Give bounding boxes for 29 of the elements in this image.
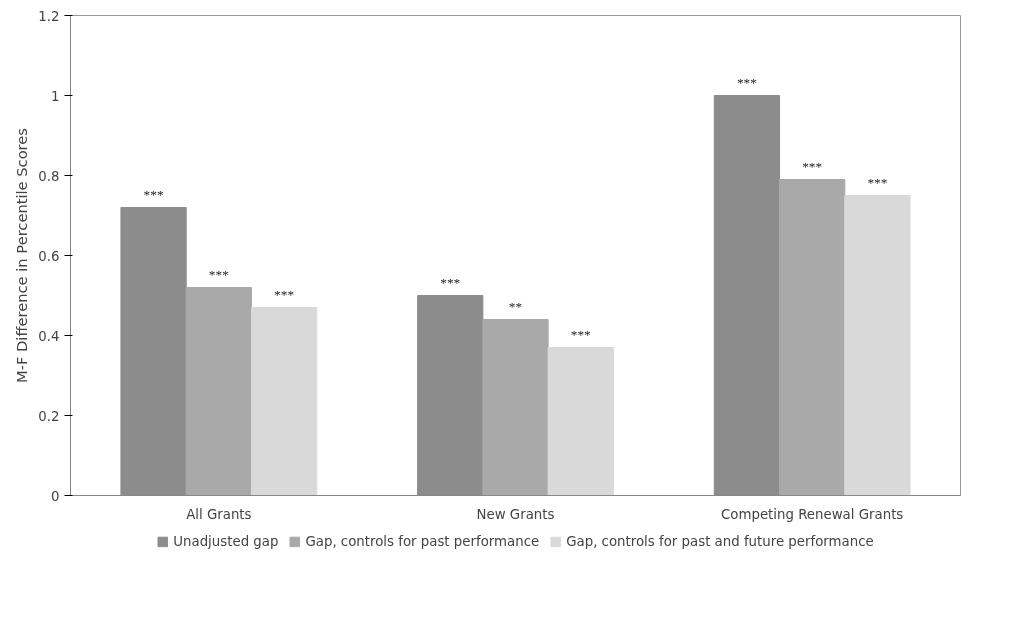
data-label: *** — [208, 266, 230, 282]
data-label: *** — [440, 274, 461, 290]
legend-label: Gap, controls for past performance — [305, 533, 540, 549]
data-label: *** — [143, 186, 164, 202]
y-tick-label: 0.6 — [38, 248, 60, 264]
bar — [779, 179, 846, 496]
x-tick-label: All Grants — [186, 506, 252, 522]
x-tick-label: New Grants — [476, 506, 555, 522]
x-tick-label: Competing Renewal Grants — [721, 506, 904, 522]
data-label: *** — [867, 174, 888, 190]
bar — [250, 307, 318, 496]
y-tick-label: 0.8 — [38, 168, 60, 184]
y-tick-label: 0 — [51, 488, 60, 504]
legend-label: Gap, controls for past and future performance — [566, 533, 874, 549]
data-label: *** — [736, 74, 758, 90]
bar — [482, 319, 549, 496]
y-tick-label: 1.2 — [38, 8, 60, 24]
data-label: *** — [274, 286, 295, 302]
bar — [844, 195, 911, 496]
y-tick-label: 1 — [51, 88, 60, 104]
data-label: ** — [508, 298, 523, 314]
y-axis-title: M-F Difference in Percentile Scores — [13, 128, 31, 383]
legend-label: Unadjusted gap — [173, 533, 279, 549]
bar — [547, 347, 614, 496]
y-tick-label: 0.4 — [38, 328, 60, 344]
bar — [185, 287, 252, 496]
data-label: *** — [802, 158, 823, 174]
data-label: *** — [570, 326, 592, 342]
y-tick-label: 0.2 — [38, 408, 60, 424]
